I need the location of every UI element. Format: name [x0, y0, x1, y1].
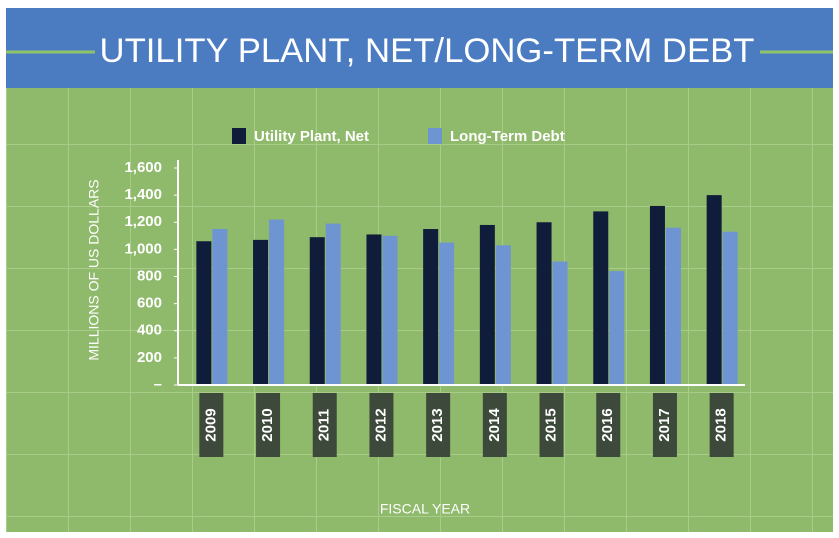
bar: [212, 229, 228, 385]
x-tick-label: 2009: [202, 408, 219, 441]
x-label-box: [312, 393, 337, 457]
x-tick-label: 2015: [543, 408, 560, 441]
x-axis-title: FISCAL YEAR: [380, 501, 470, 517]
x-tick-label: 2016: [599, 408, 616, 441]
y-axis-title: MILLIONS OF US DOLLARS: [86, 179, 102, 360]
y-tick-label: 1,000: [124, 240, 162, 257]
y-tick-label: 800: [137, 267, 162, 284]
x-label-box: [709, 393, 734, 457]
bar: [439, 242, 455, 385]
y-tick-label: 1,400: [124, 186, 162, 203]
chart-title: UTILITY PLANT, NET/LONG-TERM DEBT: [100, 32, 755, 70]
bar: [479, 224, 495, 385]
bar: [423, 229, 439, 385]
bar: [593, 211, 609, 385]
background: [6, 8, 833, 532]
y-tick-label: 600: [137, 295, 162, 312]
x-label-box: [596, 393, 621, 457]
y-tick-label: 200: [137, 349, 162, 366]
y-tick-label: 1,200: [124, 213, 162, 230]
x-tick-label: 2018: [713, 408, 730, 441]
x-label-box: [539, 393, 564, 457]
x-tick-label: 2011: [316, 409, 333, 442]
bar: [649, 205, 665, 385]
bar: [196, 241, 212, 385]
bar: [325, 223, 341, 385]
x-tick-label: 2014: [486, 408, 503, 442]
x-tick-label: 2017: [656, 408, 673, 441]
x-tick-label: 2013: [429, 408, 446, 441]
y-tick-label: 1,600: [124, 159, 162, 176]
legend-label: Long-Term Debt: [450, 128, 565, 145]
x-label-box: [256, 393, 281, 457]
bar: [253, 239, 269, 385]
x-label-box: [369, 393, 394, 457]
x-label-box: [199, 393, 224, 457]
bar: [706, 195, 722, 385]
banner: [6, 8, 833, 88]
bar: [309, 237, 325, 385]
bar: [382, 235, 398, 385]
x-label-box: [426, 393, 451, 457]
legend-swatch: [232, 128, 246, 144]
x-label-box: [652, 393, 677, 457]
legend-swatch: [428, 128, 442, 144]
legend-label: Utility Plant, Net: [254, 128, 369, 145]
bar: [552, 261, 568, 385]
y-tick-label: 400: [137, 322, 162, 339]
bar: [269, 219, 285, 385]
bar: [722, 231, 738, 385]
bar: [366, 234, 382, 385]
bar: [536, 222, 552, 385]
bar: [495, 245, 511, 385]
x-label-box: [482, 393, 507, 457]
bar: [665, 227, 681, 385]
x-tick-label: 2012: [372, 408, 389, 441]
bar: [609, 271, 625, 385]
y-tick-label: –: [154, 376, 162, 393]
x-tick-label: 2010: [259, 408, 276, 441]
